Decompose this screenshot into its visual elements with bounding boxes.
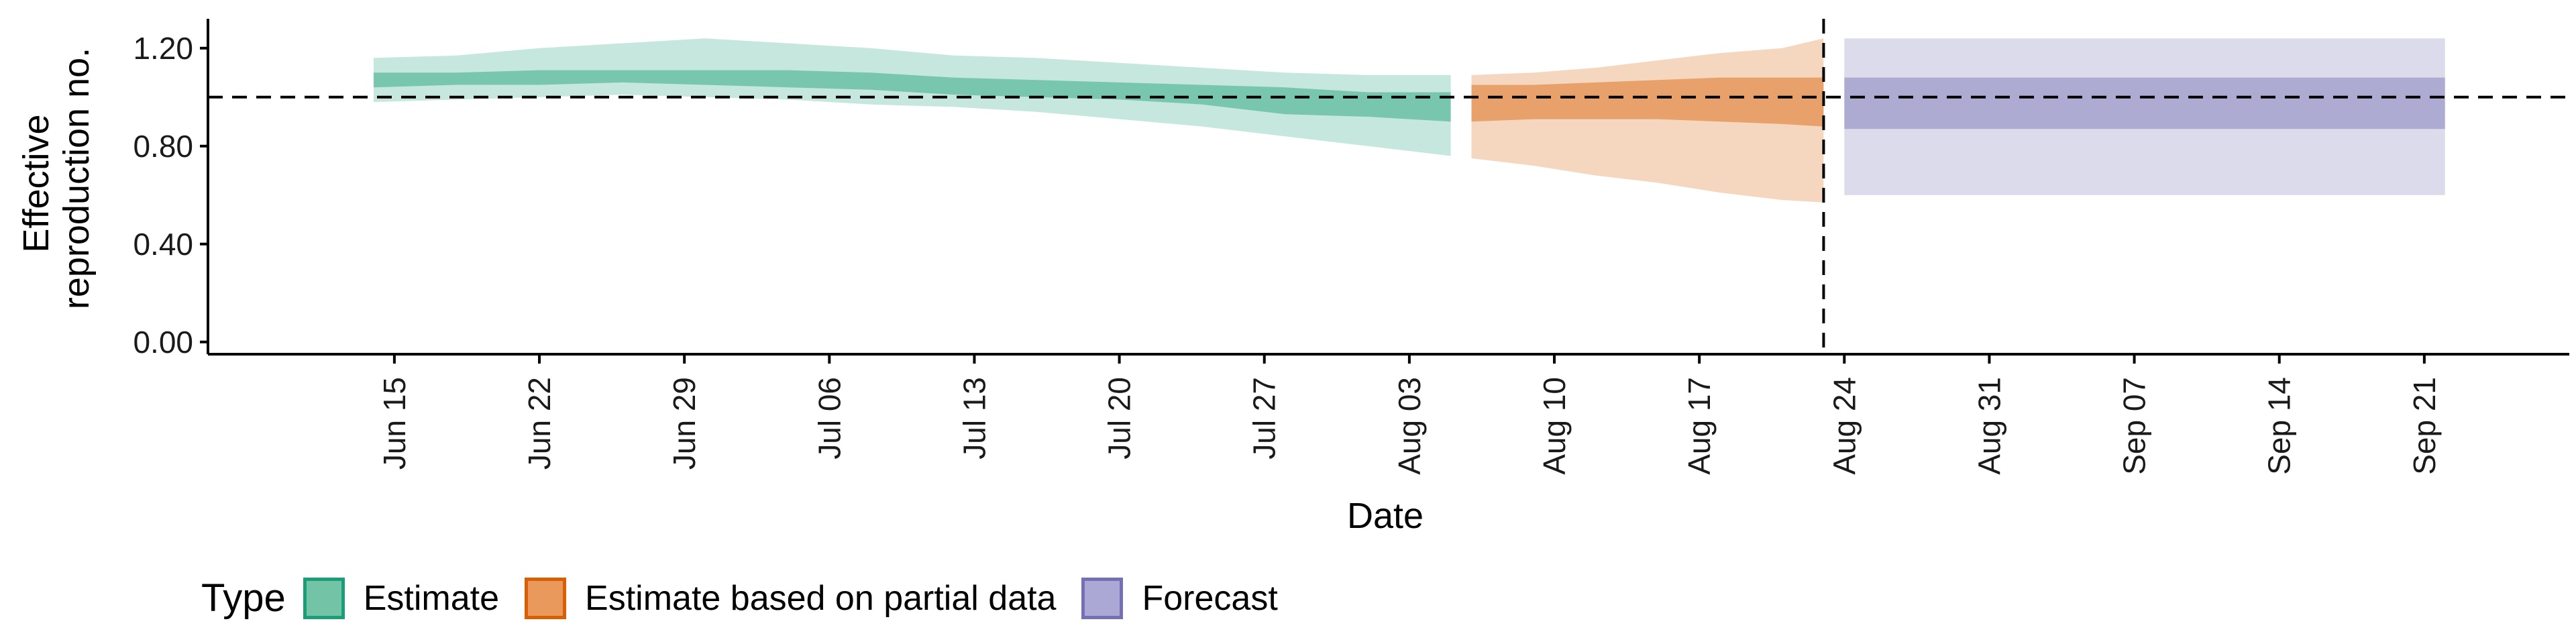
x-tick-label: Sep 07 (2117, 377, 2152, 475)
x-tick-label: Aug 24 (1827, 377, 1862, 475)
x-tick-label: Sep 21 (2407, 377, 2442, 475)
band-outer-forecast (1844, 38, 2445, 195)
legend-label-partial: Estimate based on partial data (585, 578, 1057, 618)
x-tick-label: Aug 10 (1537, 377, 1572, 475)
band-inner-forecast (1844, 77, 2445, 129)
legend-swatch-forecast (1081, 577, 1124, 619)
axes (207, 19, 2569, 356)
x-tick-label: Jun 22 (522, 377, 557, 470)
x-tick-label: Jul 20 (1102, 377, 1137, 460)
y-tick-label: 0.00 (133, 325, 193, 360)
x-axis-title: Date (1347, 496, 1424, 536)
x-tick-label: Aug 17 (1682, 377, 1717, 475)
y-axis-title: Effective reproduction no. (16, 48, 97, 309)
y-axis-title-line-1: Effective (16, 114, 56, 252)
legend: Type Estimate Estimate based on partial … (201, 576, 1303, 621)
x-tick-label: Aug 31 (1972, 377, 2006, 475)
x-tick-label: Sep 14 (2262, 377, 2297, 475)
x-tick-label: Aug 03 (1392, 377, 1427, 475)
band-outer-partial (1471, 38, 1824, 203)
y-tick-label: 1.20 (133, 31, 193, 66)
legend-swatch-partial (525, 577, 567, 619)
band-inner-partial (1471, 77, 1824, 127)
x-tick-label: Jul 13 (957, 377, 992, 460)
y-axis-title-line-2: reproduction no. (56, 48, 97, 309)
y-ticks: 0.00 0.40 0.80 1.20 (133, 31, 208, 360)
band-inner-estimate (374, 70, 1451, 122)
legend-label-forecast: Forecast (1142, 578, 1278, 618)
y-tick-label: 0.80 (133, 129, 193, 164)
legend-item-estimate: Estimate (303, 577, 500, 619)
x-ticks: Jun 15 Jun 22 Jun 29 Jul 06 Jul 13 Jul 20 Jul … (377, 354, 2442, 475)
x-tick-label: Jun 15 (377, 377, 412, 470)
legend-item-forecast: Forecast (1081, 577, 1278, 619)
reference-lines (208, 19, 2569, 354)
legend-swatch-estimate (303, 577, 345, 619)
band-layer (374, 38, 2445, 203)
x-tick-label: Jul 06 (812, 377, 847, 460)
x-tick-label: Jul 27 (1247, 377, 1282, 460)
x-tick-label: Jun 29 (667, 377, 702, 470)
legend-label-estimate: Estimate (363, 578, 500, 618)
legend-title: Type (201, 576, 286, 620)
y-tick-label: 0.40 (133, 227, 193, 262)
legend-item-partial: Estimate based on partial data (525, 577, 1057, 619)
